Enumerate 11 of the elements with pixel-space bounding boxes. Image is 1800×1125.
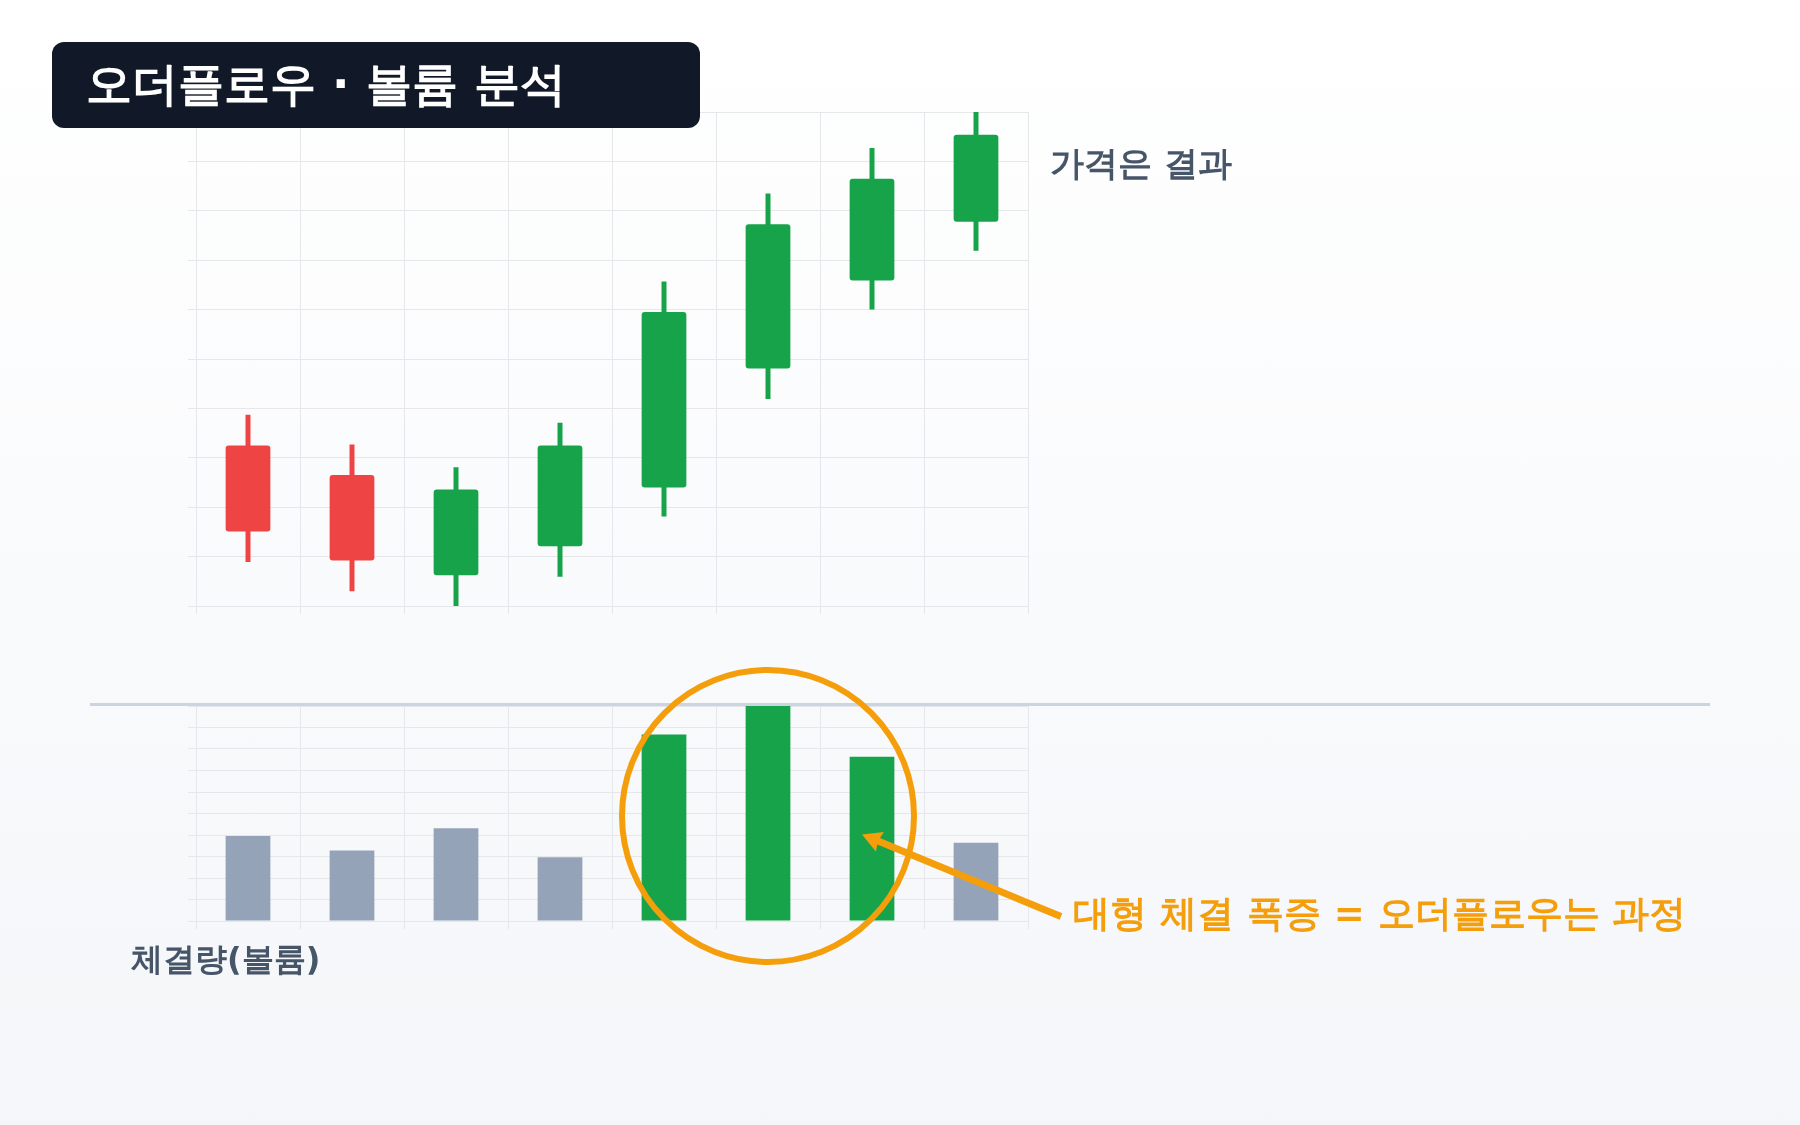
text: 대형 체결 폭증 = 오더플로우는 과정 (1073, 891, 1687, 935)
text: 가격은 결과 (1050, 142, 1232, 183)
bar (225, 836, 271, 921)
bar (745, 706, 791, 921)
bar (641, 734, 687, 921)
bar (329, 850, 375, 921)
text: 체결량(볼륨) (131, 940, 321, 979)
bar (537, 857, 583, 921)
bar (849, 756, 895, 921)
bar (433, 828, 479, 921)
title-box: 오더플로우 · 볼륨 분석 (52, 42, 700, 128)
